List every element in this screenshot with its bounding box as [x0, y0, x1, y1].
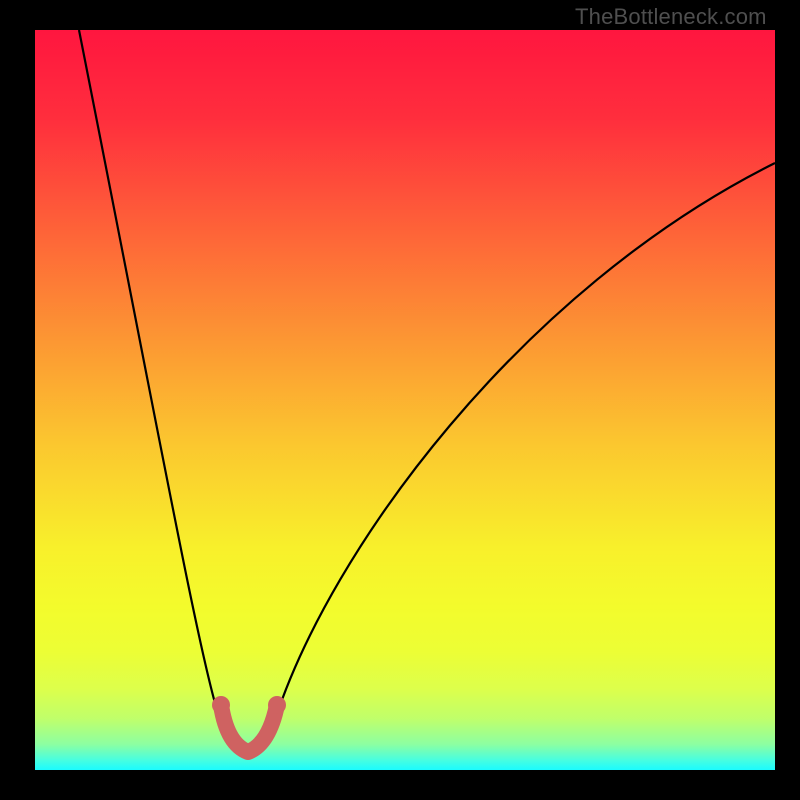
minimum-marker-dot-right: [268, 696, 286, 714]
chart-svg: [0, 0, 800, 800]
watermark: TheBottleneck.com: [575, 4, 767, 30]
plot-background: [35, 30, 775, 770]
minimum-marker-dot-left: [212, 696, 230, 714]
